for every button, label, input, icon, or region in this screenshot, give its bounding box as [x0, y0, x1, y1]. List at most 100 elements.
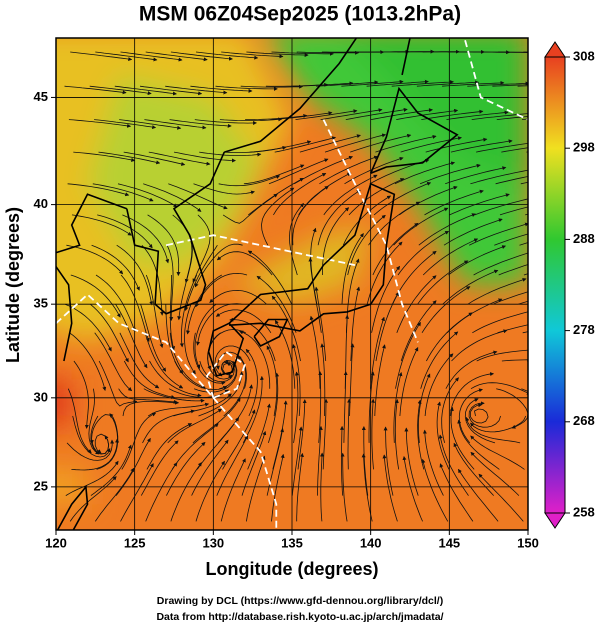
streamline: [418, 213, 476, 246]
streamline: [240, 84, 304, 89]
streamline: [89, 414, 118, 445]
streamline: [122, 214, 170, 264]
streamline: [214, 345, 251, 377]
streamline: [222, 409, 256, 470]
streamline: [318, 371, 323, 443]
streamline: [261, 187, 295, 246]
streamline: [145, 51, 208, 62]
streamline: [194, 119, 258, 125]
streamline: [292, 344, 301, 417]
footer-line: Data from http://database.rish.kyoto-u.a…: [156, 611, 443, 623]
streamline: [196, 303, 242, 346]
streamline: [239, 330, 271, 389]
streamline: [198, 371, 244, 417]
streamline: [449, 406, 475, 470]
streamline: [396, 108, 459, 120]
streamline: [70, 51, 133, 62]
streamline: [319, 155, 379, 185]
streamline: [372, 222, 419, 276]
streamline: [458, 388, 483, 444]
streamline: [445, 350, 498, 389]
streamline: [402, 455, 423, 522]
streamline: [144, 119, 207, 130]
streamline: [394, 161, 456, 185]
streamline: [272, 400, 288, 470]
streamline: [393, 207, 449, 246]
streamline: [273, 173, 327, 216]
streamline: [67, 388, 92, 454]
streamline: [373, 182, 432, 216]
y-tick-label: 35: [34, 296, 48, 311]
streamline: [296, 50, 360, 55]
colorbar-bar: [544, 56, 566, 514]
streamline: [424, 189, 484, 216]
streamline: [442, 80, 505, 87]
streamline: [92, 183, 154, 202]
streamline: [340, 452, 348, 522]
streamline: [243, 164, 305, 185]
streamline: [245, 348, 258, 417]
streamline: [173, 151, 236, 163]
streamline: [190, 85, 253, 93]
streamline: [68, 119, 132, 128]
coastline: [56, 484, 89, 530]
streamline: [94, 467, 135, 522]
streamline: [341, 233, 364, 305]
streamline: [248, 177, 304, 216]
streamline: [148, 151, 211, 166]
field-region: [347, 38, 528, 184]
coastline: [56, 193, 128, 362]
x-tick-label: 140: [360, 535, 382, 550]
streamline: [98, 360, 138, 407]
streamline: [309, 315, 321, 389]
streamline: [310, 227, 318, 305]
streamline: [115, 303, 148, 369]
streamline: [95, 51, 158, 62]
colorbar-tick-label: 268: [573, 413, 595, 428]
streamline: [73, 360, 89, 429]
streamline: [393, 371, 403, 443]
y-axis-label: Latitude (degrees): [3, 207, 23, 363]
x-tick-label: 125: [124, 535, 146, 550]
streamline: [291, 426, 303, 496]
streamline: [371, 398, 376, 470]
streamline: [98, 151, 161, 165]
y-tick-label: 40: [34, 196, 48, 211]
streamline: [67, 183, 130, 197]
streamline: [192, 214, 211, 283]
streamline: [397, 230, 450, 276]
y-tick-label: 45: [34, 89, 48, 104]
streamline: [147, 402, 210, 417]
streamline: [246, 455, 266, 522]
colorbar-top-arrow: [544, 41, 566, 58]
field-region: [229, 225, 371, 305]
streamline: [118, 388, 178, 404]
coastline: [126, 151, 226, 315]
streamline: [438, 434, 469, 496]
streamline: [404, 427, 419, 496]
streamline: [467, 277, 527, 305]
streamline: [247, 250, 293, 305]
streamline: [375, 134, 437, 153]
streamline: [449, 193, 510, 216]
streamline: [71, 214, 132, 236]
streamline: [268, 158, 329, 185]
streamline: [242, 375, 264, 444]
streamline: [145, 274, 164, 349]
streamline: [347, 398, 352, 470]
streamline: [458, 468, 499, 522]
title: MSM 06Z04Sep2025 (1013.2hPa): [139, 3, 461, 26]
streamline: [424, 353, 454, 417]
streamline: [177, 245, 193, 321]
streamline: [271, 453, 285, 522]
streamline: [299, 134, 361, 153]
streamline: [184, 304, 196, 375]
streamline: [339, 425, 344, 496]
streamline: [383, 426, 394, 496]
streamline: [320, 108, 383, 120]
streamline: [169, 332, 206, 389]
streamline: [90, 415, 110, 455]
streamline: [169, 275, 176, 351]
streamline: [345, 107, 408, 120]
colorbar-bottom-arrow: [544, 512, 566, 529]
